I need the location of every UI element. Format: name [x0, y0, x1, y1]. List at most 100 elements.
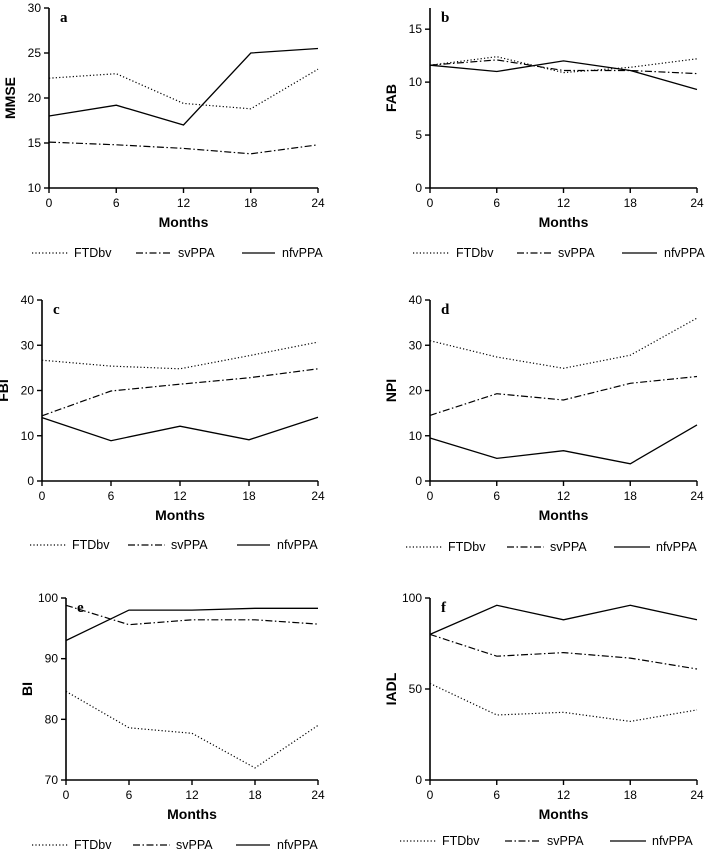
panel-f: 0 50 100 0 6 12 18 24 Months IADL f FTDbv svPPA nfvPP…: [383, 591, 704, 848]
x-tick-label: 18: [248, 788, 262, 802]
panel-letter: f: [441, 600, 447, 616]
y-tick-label: 90: [45, 652, 59, 666]
x-tick-label: 18: [242, 489, 256, 503]
x-tick-label: 0: [427, 788, 434, 802]
x-tick-label: 6: [126, 788, 133, 802]
y-axis-title: MMSE: [2, 77, 18, 119]
legend-label-svppa: svPPA: [558, 246, 595, 260]
legend-label-svppa: svPPA: [547, 834, 584, 848]
x-tick-label: 12: [185, 788, 199, 802]
x-tick-label: 18: [624, 196, 638, 210]
y-tick-label: 5: [415, 128, 422, 142]
x-axis-title: Months: [167, 806, 217, 822]
legend: FTDbv svPPA nfvPPA: [32, 838, 318, 852]
x-tick-label: 24: [311, 489, 325, 503]
legend-label-svppa: svPPA: [178, 246, 215, 260]
y-axis-title: BI: [19, 682, 35, 696]
legend-label-svppa: svPPA: [171, 538, 208, 552]
panel-d: 0 10 20 30 40 0 6 12 18 24 Months NPI d FTDbv svPPA nfv…: [383, 293, 704, 554]
y-tick-label: 25: [28, 46, 42, 60]
y-tick-label: 20: [21, 384, 35, 398]
series-line-ftdbv: [429, 682, 698, 723]
series-line-nfvppa: [48, 47, 319, 126]
x-tick-label: 12: [557, 489, 571, 503]
y-axis-title: NPI: [383, 379, 399, 402]
y-tick-label: 10: [28, 181, 42, 195]
y-tick-label: 40: [21, 293, 35, 307]
legend-label-svppa: svPPA: [176, 838, 213, 852]
x-axis-title: Months: [539, 806, 589, 822]
legend: FTDbv svPPA nfvPPA: [30, 538, 318, 552]
legend: FTDbv svPPA nfvPPA: [400, 834, 693, 848]
series-line-svppa: [429, 633, 698, 670]
y-tick-label: 10: [21, 429, 35, 443]
x-tick-label: 6: [493, 788, 500, 802]
x-tick-label: 24: [311, 788, 325, 802]
y-tick-label: 100: [402, 591, 422, 605]
x-tick-label: 24: [311, 196, 325, 210]
series-line-nfvppa: [65, 607, 318, 642]
panel-e: 70 80 90 100 0 6 12 18 24 Months BI e FTDbv svPPA nfvP…: [19, 591, 325, 852]
x-tick-label: 18: [624, 489, 638, 503]
y-tick-label: 15: [28, 136, 42, 150]
y-tick-label: 0: [415, 181, 422, 195]
x-tick-label: 6: [108, 489, 115, 503]
legend-label-ftdbv: FTDbv: [442, 834, 480, 848]
x-tick-label: 12: [557, 788, 571, 802]
series-line-ftdbv: [65, 690, 319, 769]
series-line-ftdbv: [41, 341, 319, 370]
x-axis-title: Months: [159, 214, 209, 230]
series-line-ftdbv: [429, 317, 698, 369]
x-tick-label: 12: [173, 489, 187, 503]
x-tick-label: 24: [690, 788, 704, 802]
panel-letter: e: [77, 600, 84, 616]
y-tick-label: 0: [415, 773, 422, 787]
x-tick-label: 6: [493, 489, 500, 503]
y-tick-label: 50: [409, 682, 423, 696]
legend-label-nfvppa: nfvPPA: [277, 538, 318, 552]
x-tick-label: 18: [244, 196, 258, 210]
y-axis-title: FAB: [383, 84, 399, 112]
legend: FTDbv svPPA nfvPPA: [406, 540, 697, 554]
x-tick-label: 12: [557, 196, 571, 210]
legend: FTDbv svPPA nfvPPA: [32, 246, 323, 260]
legend-label-nfvppa: nfvPPA: [277, 838, 318, 852]
y-tick-label: 80: [45, 712, 59, 726]
y-tick-label: 0: [415, 474, 422, 488]
panel-c: 0 10 20 30 40 0 6 12 18 24 Months FBI c FTDbv svPPA nfv…: [0, 293, 325, 552]
legend-label-ftdbv: FTDbv: [448, 540, 486, 554]
series-line-nfvppa: [41, 416, 319, 442]
y-tick-label: 20: [409, 384, 423, 398]
y-tick-label: 30: [28, 1, 42, 15]
series-line-svppa: [429, 375, 698, 416]
series-line-svppa: [429, 59, 698, 75]
series-line-svppa: [65, 604, 319, 626]
y-tick-label: 15: [409, 22, 423, 36]
y-axis-title: IADL: [383, 672, 399, 705]
series-line-nfvppa: [429, 60, 698, 91]
y-tick-label: 10: [409, 429, 423, 443]
x-tick-label: 6: [493, 196, 500, 210]
panel-b: 0 5 10 15 0 6 12 18 24 Months FAB b FTDbv svPPA nfvPPA: [383, 8, 705, 260]
y-axis-title: FBI: [0, 379, 11, 402]
x-tick-label: 0: [427, 489, 434, 503]
legend-label-ftdbv: FTDbv: [72, 538, 110, 552]
y-tick-label: 100: [38, 591, 58, 605]
series-line-nfvppa: [429, 424, 698, 465]
x-tick-label: 24: [690, 489, 704, 503]
series-line-nfvppa: [429, 604, 698, 635]
legend-label-nfvppa: nfvPPA: [652, 834, 693, 848]
legend-label-nfvppa: nfvPPA: [656, 540, 697, 554]
y-tick-label: 0: [27, 474, 34, 488]
x-tick-label: 0: [63, 788, 70, 802]
legend-label-nfvppa: nfvPPA: [664, 246, 705, 260]
legend-label-ftdbv: FTDbv: [74, 246, 112, 260]
y-tick-label: 30: [409, 338, 423, 352]
panel-letter: c: [53, 302, 60, 318]
legend-label-nfvppa: nfvPPA: [282, 246, 323, 260]
x-tick-label: 0: [46, 196, 53, 210]
y-tick-label: 10: [409, 75, 423, 89]
x-tick-label: 24: [690, 196, 704, 210]
x-tick-label: 12: [177, 196, 191, 210]
